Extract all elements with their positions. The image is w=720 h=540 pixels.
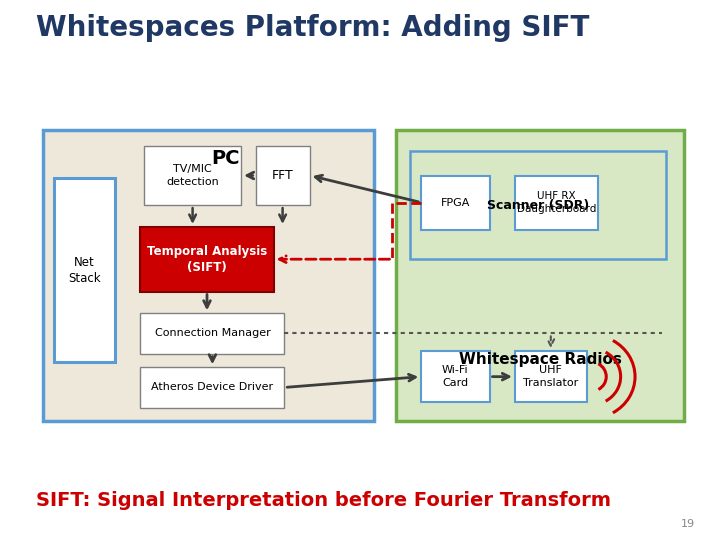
FancyBboxPatch shape bbox=[140, 227, 274, 292]
Text: Temporal Analysis
(SIFT): Temporal Analysis (SIFT) bbox=[147, 245, 267, 274]
Text: Atheros Device Driver: Atheros Device Driver bbox=[151, 382, 274, 393]
Text: Whitespace Radios: Whitespace Radios bbox=[459, 352, 621, 367]
Text: UHF
Translator: UHF Translator bbox=[523, 366, 578, 388]
Text: TV/MIC
detection: TV/MIC detection bbox=[166, 164, 219, 187]
Text: Net
Stack: Net Stack bbox=[68, 255, 101, 285]
FancyBboxPatch shape bbox=[140, 313, 284, 354]
FancyBboxPatch shape bbox=[140, 367, 284, 408]
FancyBboxPatch shape bbox=[43, 130, 374, 421]
Text: FPGA: FPGA bbox=[441, 198, 470, 207]
Text: FFT: FFT bbox=[271, 169, 294, 182]
FancyBboxPatch shape bbox=[410, 151, 666, 259]
FancyBboxPatch shape bbox=[515, 176, 598, 230]
FancyBboxPatch shape bbox=[144, 146, 241, 205]
Text: Whitespaces Platform: Adding SIFT: Whitespaces Platform: Adding SIFT bbox=[36, 14, 590, 42]
Text: Wi-Fi
Card: Wi-Fi Card bbox=[442, 366, 469, 388]
FancyBboxPatch shape bbox=[256, 146, 310, 205]
Text: PC: PC bbox=[211, 148, 240, 167]
FancyBboxPatch shape bbox=[396, 130, 684, 421]
Text: 19: 19 bbox=[680, 519, 695, 529]
Text: UHF RX
Daughterboard: UHF RX Daughterboard bbox=[516, 191, 596, 214]
FancyBboxPatch shape bbox=[515, 351, 587, 402]
Text: SIFT: Signal Interpretation before Fourier Transform: SIFT: Signal Interpretation before Fouri… bbox=[36, 491, 611, 510]
Text: Connection Manager: Connection Manager bbox=[155, 328, 270, 339]
FancyBboxPatch shape bbox=[421, 351, 490, 402]
Text: Scanner (SDR): Scanner (SDR) bbox=[487, 199, 590, 212]
FancyBboxPatch shape bbox=[421, 176, 490, 230]
FancyBboxPatch shape bbox=[54, 178, 115, 362]
